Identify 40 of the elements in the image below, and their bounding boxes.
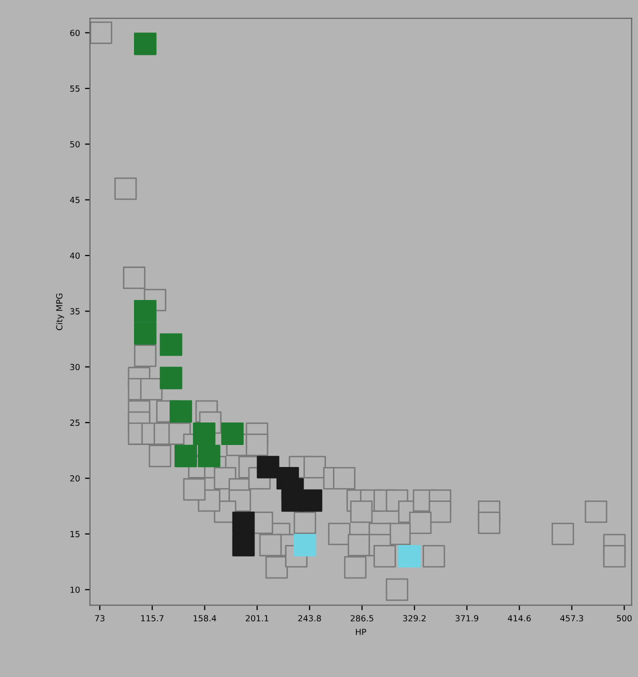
y-tick-label: 35 — [70, 308, 80, 314]
point — [256, 456, 280, 478]
y-tick-label: 45 — [70, 196, 80, 204]
x-axis-title: HP — [356, 628, 366, 635]
y-tick-label: 50 — [70, 141, 80, 148]
y-tick-label: 10 — [70, 586, 80, 593]
point — [221, 422, 244, 445]
x-tick-label: 201.1 — [246, 615, 268, 622]
y-tick-label: 25 — [70, 420, 80, 426]
y-tick-label: 30 — [70, 364, 80, 370]
x-tick-label: 243.8 — [298, 615, 321, 622]
x-tick-label: 371.9 — [456, 615, 478, 622]
point — [160, 333, 182, 356]
point — [134, 322, 156, 345]
point — [192, 422, 216, 445]
y-tick-label: 60 — [70, 30, 80, 36]
point — [294, 534, 316, 556]
x-tick-label: 500 — [616, 615, 632, 622]
point — [174, 444, 197, 468]
x-tick-label: 329.2 — [403, 615, 426, 622]
x-tick-label: 115.7 — [141, 615, 164, 622]
x-tick-label: 414.6 — [508, 615, 531, 622]
point — [398, 545, 421, 568]
point — [134, 32, 156, 56]
point — [198, 444, 220, 468]
y-tick-label: 55 — [70, 86, 80, 92]
y-tick-label: 20 — [70, 475, 80, 482]
x-tick-label: 286.5 — [350, 615, 374, 622]
point — [160, 366, 182, 390]
point — [170, 400, 192, 423]
y-tick-label: 15 — [70, 531, 80, 538]
x-tick-label: 73 — [95, 615, 104, 622]
x-tick-label: 457.3 — [560, 615, 584, 622]
x-tick-label: 158.4 — [194, 615, 216, 622]
y-tick-label: 40 — [70, 252, 80, 259]
point — [232, 534, 255, 556]
y-axis-title: City MPG — [56, 294, 64, 330]
point — [134, 300, 156, 322]
point — [300, 489, 322, 512]
point — [232, 512, 255, 534]
